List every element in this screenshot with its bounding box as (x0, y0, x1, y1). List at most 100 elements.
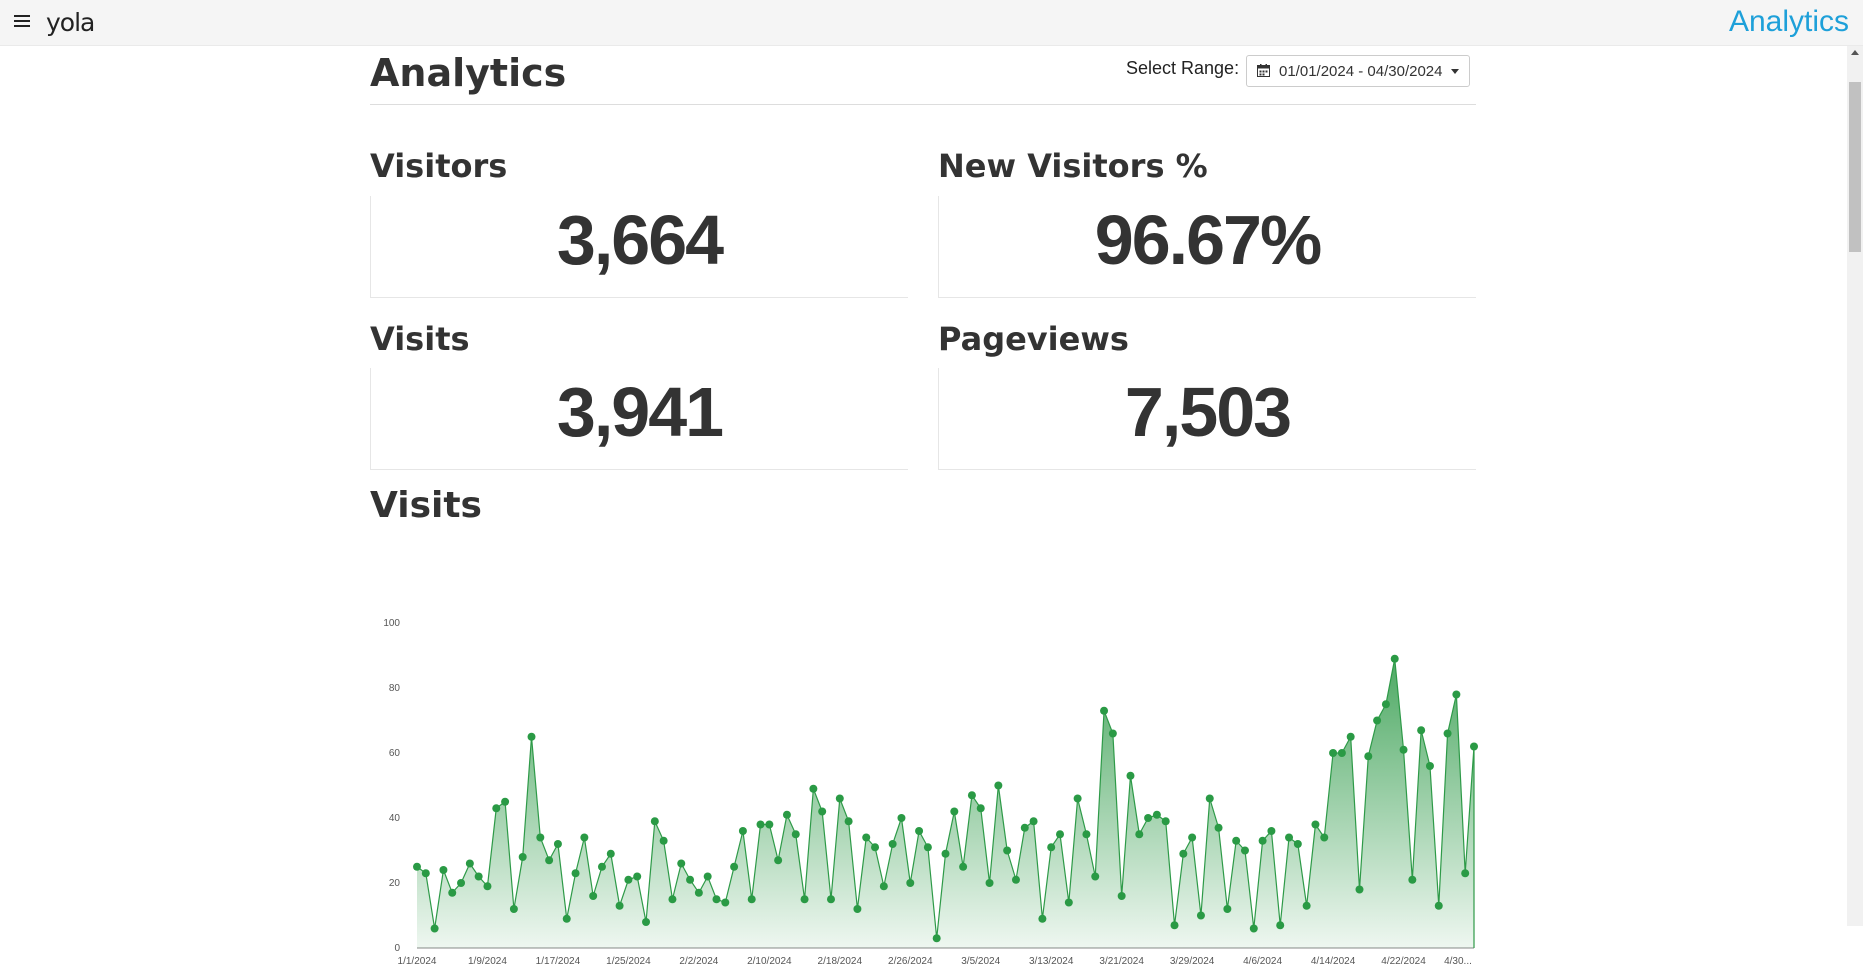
data-point[interactable] (782, 810, 791, 819)
data-point[interactable] (967, 791, 976, 800)
data-point[interactable] (1399, 745, 1408, 754)
data-point[interactable] (800, 895, 809, 904)
data-point[interactable] (1364, 752, 1373, 761)
data-point[interactable] (818, 807, 827, 816)
data-point[interactable] (738, 827, 747, 835)
data-point[interactable] (809, 784, 818, 793)
data-point[interactable] (1329, 749, 1338, 757)
data-point[interactable] (1056, 830, 1065, 839)
data-point[interactable] (1355, 885, 1364, 894)
data-point[interactable] (536, 833, 545, 842)
data-point[interactable] (1285, 833, 1294, 842)
data-point[interactable] (1152, 810, 1161, 819)
data-point[interactable] (994, 781, 1003, 790)
data-point[interactable] (545, 856, 554, 865)
data-point[interactable] (1258, 836, 1267, 845)
data-point[interactable] (518, 853, 527, 861)
data-point[interactable] (589, 892, 598, 900)
data-point[interactable] (413, 862, 421, 871)
data-point[interactable] (765, 820, 774, 829)
data-point[interactable] (448, 888, 457, 897)
data-point[interactable] (509, 905, 518, 913)
data-point[interactable] (1047, 843, 1056, 852)
data-point[interactable] (976, 804, 985, 813)
menu-icon[interactable] (14, 15, 30, 29)
data-point[interactable] (1082, 830, 1091, 839)
data-point[interactable] (826, 895, 835, 904)
data-point[interactable] (615, 901, 624, 910)
data-point[interactable] (1064, 898, 1073, 907)
data-point[interactable] (571, 869, 580, 878)
data-point[interactable] (1020, 823, 1029, 832)
data-point[interactable] (1214, 823, 1223, 832)
data-point[interactable] (439, 866, 448, 874)
data-point[interactable] (879, 882, 888, 891)
data-point[interactable] (1011, 875, 1020, 884)
data-point[interactable] (659, 836, 668, 845)
vertical-scrollbar[interactable] (1847, 46, 1863, 926)
data-point[interactable] (668, 895, 677, 904)
data-point[interactable] (1161, 817, 1170, 826)
data-point[interactable] (1038, 914, 1047, 923)
data-point[interactable] (721, 898, 730, 907)
data-point[interactable] (1417, 726, 1426, 735)
data-point[interactable] (1408, 875, 1417, 884)
data-point[interactable] (501, 797, 510, 806)
data-point[interactable] (1179, 849, 1188, 858)
data-point[interactable] (465, 859, 474, 868)
data-point[interactable] (421, 869, 430, 878)
data-point[interactable] (1073, 794, 1082, 803)
data-point[interactable] (642, 918, 651, 926)
data-point[interactable] (474, 872, 483, 881)
data-point[interactable] (527, 732, 536, 741)
data-point[interactable] (1470, 742, 1478, 751)
data-point[interactable] (1311, 820, 1320, 829)
data-point[interactable] (457, 879, 466, 887)
data-point[interactable] (703, 872, 712, 881)
data-point[interactable] (862, 833, 871, 842)
data-point[interactable] (1196, 911, 1205, 920)
data-point[interactable] (1276, 921, 1285, 930)
data-point[interactable] (774, 856, 783, 865)
scroll-up-arrow-icon[interactable] (1851, 50, 1859, 55)
data-point[interactable] (932, 934, 941, 943)
data-point[interactable] (1205, 794, 1214, 803)
data-point[interactable] (1126, 771, 1135, 780)
data-point[interactable] (1144, 814, 1153, 822)
data-point[interactable] (1117, 892, 1126, 900)
data-point[interactable] (553, 840, 562, 848)
data-point[interactable] (1320, 833, 1329, 842)
data-point[interactable] (1003, 846, 1012, 855)
data-point[interactable] (597, 862, 606, 871)
data-point[interactable] (853, 905, 862, 913)
data-point[interactable] (1091, 872, 1100, 881)
data-point[interactable] (1302, 901, 1311, 910)
data-point[interactable] (677, 859, 686, 868)
data-point[interactable] (1232, 836, 1241, 845)
data-point[interactable] (835, 794, 844, 803)
data-point[interactable] (1170, 921, 1179, 930)
data-point[interactable] (747, 895, 756, 904)
data-point[interactable] (633, 872, 642, 881)
data-point[interactable] (791, 830, 800, 839)
data-point[interactable] (1461, 869, 1470, 878)
data-point[interactable] (959, 862, 968, 871)
data-point[interactable] (1029, 817, 1038, 826)
data-point[interactable] (730, 862, 739, 871)
data-point[interactable] (1337, 749, 1346, 757)
data-point[interactable] (923, 843, 932, 852)
data-point[interactable] (1267, 827, 1276, 835)
data-point[interactable] (888, 840, 897, 848)
data-point[interactable] (1373, 716, 1382, 725)
data-point[interactable] (915, 827, 924, 835)
data-point[interactable] (1434, 901, 1443, 910)
data-point[interactable] (1223, 905, 1232, 913)
data-point[interactable] (492, 804, 501, 813)
scrollbar-thumb[interactable] (1849, 82, 1861, 252)
data-point[interactable] (1100, 706, 1109, 715)
data-point[interactable] (1381, 700, 1390, 709)
data-point[interactable] (950, 807, 959, 816)
data-point[interactable] (1390, 654, 1399, 663)
data-point[interactable] (712, 895, 721, 904)
data-point[interactable] (1135, 830, 1144, 839)
